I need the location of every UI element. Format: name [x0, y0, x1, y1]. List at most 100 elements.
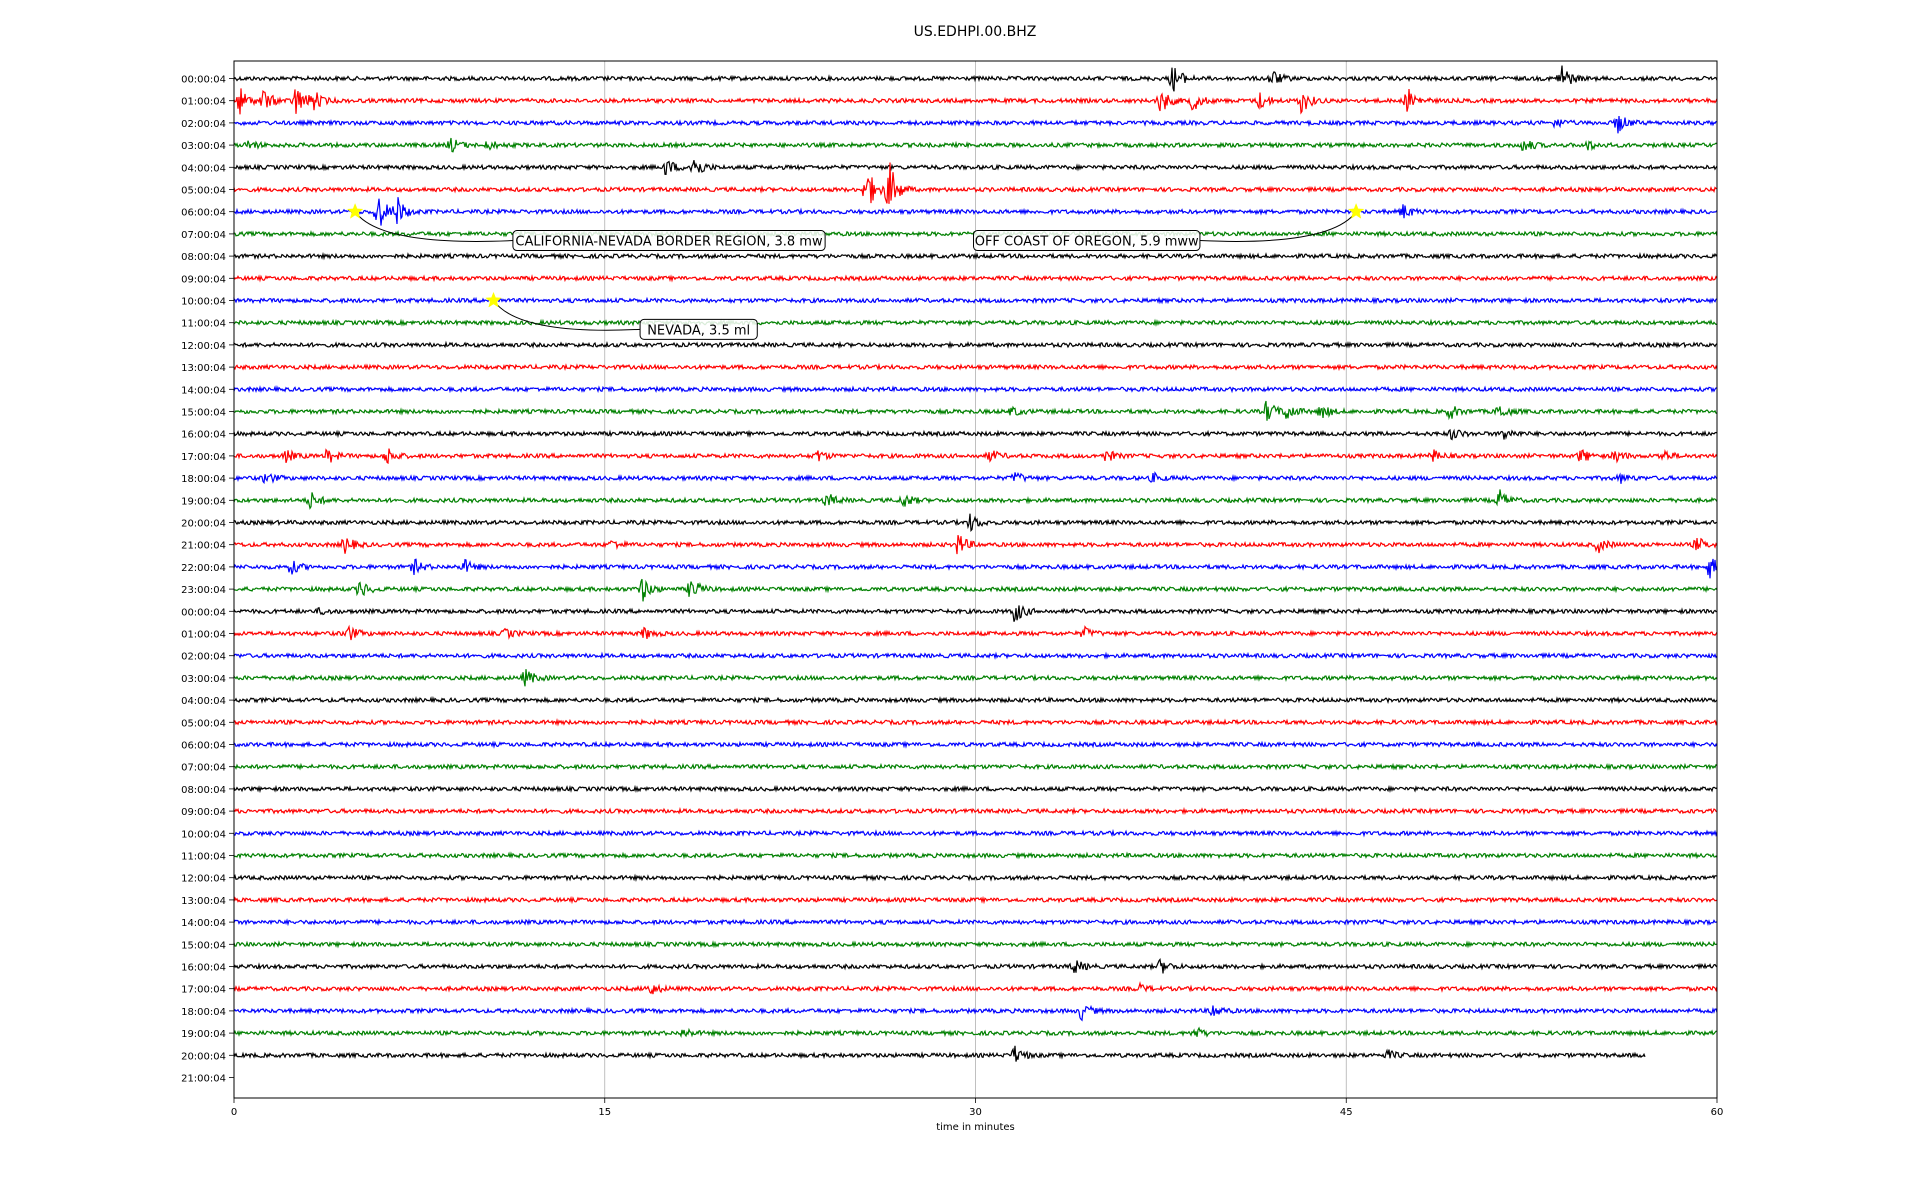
seismogram-trace: [233, 740, 1718, 749]
seismogram-trace: [233, 1004, 1718, 1022]
y-tick-label: 14:00:04: [181, 385, 226, 396]
y-tick-label: 14:00:04: [181, 918, 226, 929]
y-tick-label: 22:00:04: [181, 563, 226, 574]
y-tick-label: 20:00:04: [181, 1051, 226, 1062]
y-tick-label: 06:00:04: [181, 208, 226, 219]
y-tick-label: 07:00:04: [181, 230, 226, 241]
annotation-label: CALIFORNIA-NEVADA BORDER REGION, 3.8 mw: [515, 235, 823, 250]
event-star-marker: [485, 291, 502, 308]
y-tick-label: 07:00:04: [181, 763, 226, 774]
seismogram-trace: [233, 558, 1718, 579]
seismogram-trace: [233, 940, 1718, 949]
seismogram-trace: [233, 137, 1718, 153]
y-tick-label: 19:00:04: [181, 496, 226, 507]
seismogram-trace: [233, 980, 1718, 995]
annotation-box: [973, 230, 1201, 252]
seismogram-trace: [233, 318, 1718, 327]
y-tick-label: 02:00:04: [181, 652, 226, 663]
y-tick-label: 05:00:04: [181, 186, 226, 197]
y-tick-label: 12:00:04: [181, 341, 226, 352]
seismogram-trace: [233, 385, 1717, 394]
seismogram-trace: [233, 115, 1718, 134]
y-tick-label: 21:00:04: [181, 541, 226, 552]
annotation-connector: [354, 211, 513, 242]
x-tick-label: 45: [1340, 1107, 1353, 1118]
y-tick-label: 02:00:04: [181, 119, 226, 130]
seismogram-trace: [233, 274, 1718, 283]
seismogram-trace: [233, 762, 1718, 771]
annotation-box: [639, 318, 758, 340]
y-tick-label: 08:00:04: [181, 252, 226, 263]
y-tick-label: 18:00:04: [181, 474, 226, 485]
seismogram-trace: [233, 88, 1718, 115]
seismogram-trace: [233, 718, 1718, 727]
y-tick-label: 23:00:04: [181, 585, 226, 596]
annotation-connector: [1199, 211, 1357, 242]
seismogram-trace: [233, 448, 1718, 465]
y-tick-label: 12:00:04: [181, 874, 226, 885]
annotation-box: [512, 230, 826, 252]
y-tick-label: 17:00:04: [181, 452, 226, 463]
y-tick-label: 01:00:04: [181, 97, 226, 108]
y-tick-label: 03:00:04: [181, 141, 226, 152]
seismogram-trace: [233, 428, 1718, 441]
y-tick-label: 05:00:04: [181, 718, 226, 729]
y-tick-label: 10:00:04: [181, 297, 226, 308]
x-tick-label: 0: [231, 1107, 237, 1118]
seismogram-trace: [233, 873, 1718, 882]
seismogram-trace: [233, 695, 1718, 705]
seismogram-trace: [233, 162, 1718, 204]
seismogram-trace: [233, 362, 1718, 372]
y-tick-label: 15:00:04: [181, 940, 226, 951]
seismogram-trace: [233, 828, 1718, 838]
y-tick-label: 08:00:04: [181, 785, 226, 796]
y-tick-label: 18:00:04: [181, 1007, 226, 1018]
y-tick-label: 00:00:04: [181, 75, 226, 86]
seismogram-trace: [233, 471, 1718, 485]
seismogram-trace: [233, 160, 1718, 176]
y-tick-label: 03:00:04: [181, 674, 226, 685]
seismogram-trace: [233, 784, 1718, 794]
annotation-connector: [493, 300, 641, 331]
y-tick-label: 10:00:04: [181, 829, 226, 840]
y-tick-label: 20:00:04: [181, 519, 226, 530]
seismogram-trace: [233, 65, 1718, 92]
seismogram-trace: [233, 400, 1718, 421]
annotation-label: OFF COAST OF OREGON, 5.9 mww: [975, 235, 1199, 250]
seismogram-trace: [233, 340, 1718, 350]
x-tick-label: 15: [598, 1107, 611, 1118]
seismogram-trace: [233, 651, 1718, 660]
event-star-marker: [1347, 203, 1365, 219]
x-tick-label: 30: [969, 1107, 982, 1118]
seismogram-trace: [233, 918, 1718, 927]
y-tick-label: 13:00:04: [181, 363, 226, 374]
y-tick-label: 11:00:04: [181, 319, 226, 330]
y-tick-label: 09:00:04: [181, 274, 226, 285]
seismogram-trace: [233, 1045, 1646, 1062]
y-tick-label: 21:00:04: [181, 1074, 226, 1085]
seismogram-trace: [233, 197, 1718, 226]
seismogram-trace: [233, 1026, 1718, 1038]
y-tick-label: 00:00:04: [181, 607, 226, 618]
chart-title: US.EDHPI.00.BHZ: [914, 24, 1037, 40]
seismogram-trace: [233, 578, 1718, 602]
y-tick-label: 17:00:04: [181, 985, 226, 996]
x-axis-label: time in minutes: [936, 1122, 1015, 1133]
y-tick-label: 06:00:04: [181, 741, 226, 752]
y-tick-label: 04:00:04: [181, 696, 226, 707]
seismogram-trace: [233, 851, 1718, 860]
annotation-label: NEVADA, 3.5 ml: [647, 323, 750, 338]
seismogram-trace: [233, 296, 1718, 305]
y-tick-label: 11:00:04: [181, 852, 226, 863]
seismogram-trace: [233, 605, 1718, 622]
seismogram-trace: [233, 624, 1718, 641]
seismogram-trace: [233, 806, 1718, 816]
seismogram-trace: [233, 251, 1718, 261]
seismogram-trace: [233, 895, 1718, 905]
y-tick-label: 15:00:04: [181, 408, 226, 419]
y-tick-label: 16:00:04: [181, 430, 226, 441]
y-tick-label: 16:00:04: [181, 963, 226, 974]
seismogram-trace: [233, 669, 1718, 687]
x-tick-label: 60: [1711, 1107, 1724, 1118]
